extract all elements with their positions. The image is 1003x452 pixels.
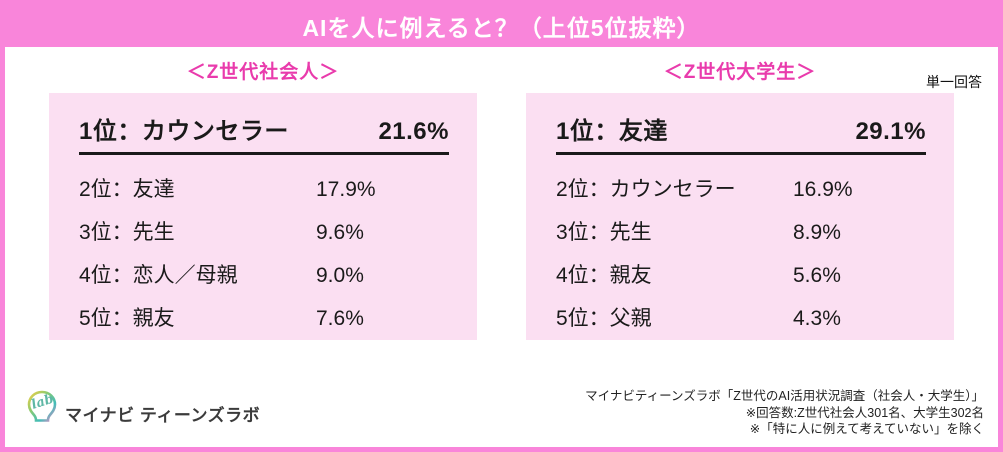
- rank-label: 3位：先生: [556, 221, 652, 244]
- column-workers: ＜Z世代社会人＞ 1位：カウンセラー 21.6% 2位：友達 17.9% 3位：…: [49, 57, 477, 340]
- page-title: AIを人に例えると？（上位5位抜粋）: [302, 15, 701, 41]
- content-area: 単一回答 ＜Z世代社会人＞ 1位：カウンセラー 21.6% 2位：友達 17.9…: [5, 47, 998, 447]
- rank-value: 5.6%: [793, 264, 841, 287]
- rank-label: 1位：友達: [556, 118, 668, 145]
- rank-value: 29.1%: [855, 118, 926, 145]
- rank-row-3: 3位：先生 9.6%: [79, 211, 449, 254]
- rank-row-1: 1位：カウンセラー 21.6%: [79, 111, 449, 155]
- rank-label: 5位：父親: [556, 307, 652, 330]
- rank-value: 9.6%: [316, 221, 364, 244]
- rank-value: 9.0%: [316, 264, 364, 287]
- rank-value: 7.6%: [316, 307, 364, 330]
- rank-row-1: 1位：友達 29.1%: [556, 111, 926, 155]
- rank-label: 2位：カウンセラー: [556, 178, 736, 201]
- ranking-box-workers: 1位：カウンセラー 21.6% 2位：友達 17.9% 3位：先生 9.6% 4…: [49, 93, 477, 340]
- rank-label: 4位：恋人／母親: [79, 264, 238, 287]
- rank-value: 4.3%: [793, 307, 841, 330]
- rank-value: 17.9%: [316, 178, 376, 201]
- rank-row-4: 4位：親友 5.6%: [556, 254, 926, 297]
- rank-value: 8.9%: [793, 221, 841, 244]
- brand-logo: lab マイナビ ティーンズラボ: [25, 390, 260, 437]
- rank-row-4: 4位：恋人／母親 9.0%: [79, 254, 449, 297]
- rank-row-2: 2位：友達 17.9%: [79, 168, 449, 211]
- brand-name: マイナビ ティーンズラボ: [65, 405, 261, 425]
- rank-row-5: 5位：父親 4.3%: [556, 297, 926, 340]
- rank-value: 21.6%: [378, 118, 449, 145]
- ranking-columns: ＜Z世代社会人＞ 1位：カウンセラー 21.6% 2位：友達 17.9% 3位：…: [5, 47, 998, 340]
- rank-row-5: 5位：親友 7.6%: [79, 297, 449, 340]
- source-note: マイナビティーンズラボ「Z世代のAI活用状況調査（社会人・大学生）」 ※回答数:…: [585, 388, 984, 439]
- column-students: ＜Z世代大学生＞ 1位：友達 29.1% 2位：カウンセラー 16.9% 3位：…: [526, 57, 954, 340]
- footer: lab マイナビ ティーンズラボ マイナビティーンズラボ「Z世代のAI活用状況調…: [5, 385, 998, 447]
- answer-type-note: 単一回答: [926, 74, 982, 90]
- title-banner: AIを人に例えると？（上位5位抜粋）: [5, 5, 998, 47]
- column-title-students: ＜Z世代大学生＞: [663, 62, 817, 83]
- svg-text:lab: lab: [30, 391, 56, 412]
- column-title-workers: ＜Z世代社会人＞: [186, 62, 340, 83]
- lightbulb-icon: lab: [25, 390, 59, 437]
- rank-label: 3位：先生: [79, 221, 175, 244]
- source-line-2: ※回答数:Z世代社会人301名、大学生302名: [745, 405, 984, 420]
- ranking-box-students: 1位：友達 29.1% 2位：カウンセラー 16.9% 3位：先生 8.9% 4…: [526, 93, 954, 340]
- rank-row-2: 2位：カウンセラー 16.9%: [556, 168, 926, 211]
- rank-label: 1位：カウンセラー: [79, 118, 289, 145]
- rank-label: 4位：親友: [556, 264, 652, 287]
- source-line-1: マイナビティーンズラボ「Z世代のAI活用状況調査（社会人・大学生）」: [585, 388, 984, 403]
- rank-value: 16.9%: [793, 178, 853, 201]
- rank-label: 5位：親友: [79, 307, 175, 330]
- rank-row-3: 3位：先生 8.9%: [556, 211, 926, 254]
- rank-label: 2位：友達: [79, 178, 175, 201]
- source-line-3: ※「特に人に例えて考えていない」を除く: [749, 422, 984, 437]
